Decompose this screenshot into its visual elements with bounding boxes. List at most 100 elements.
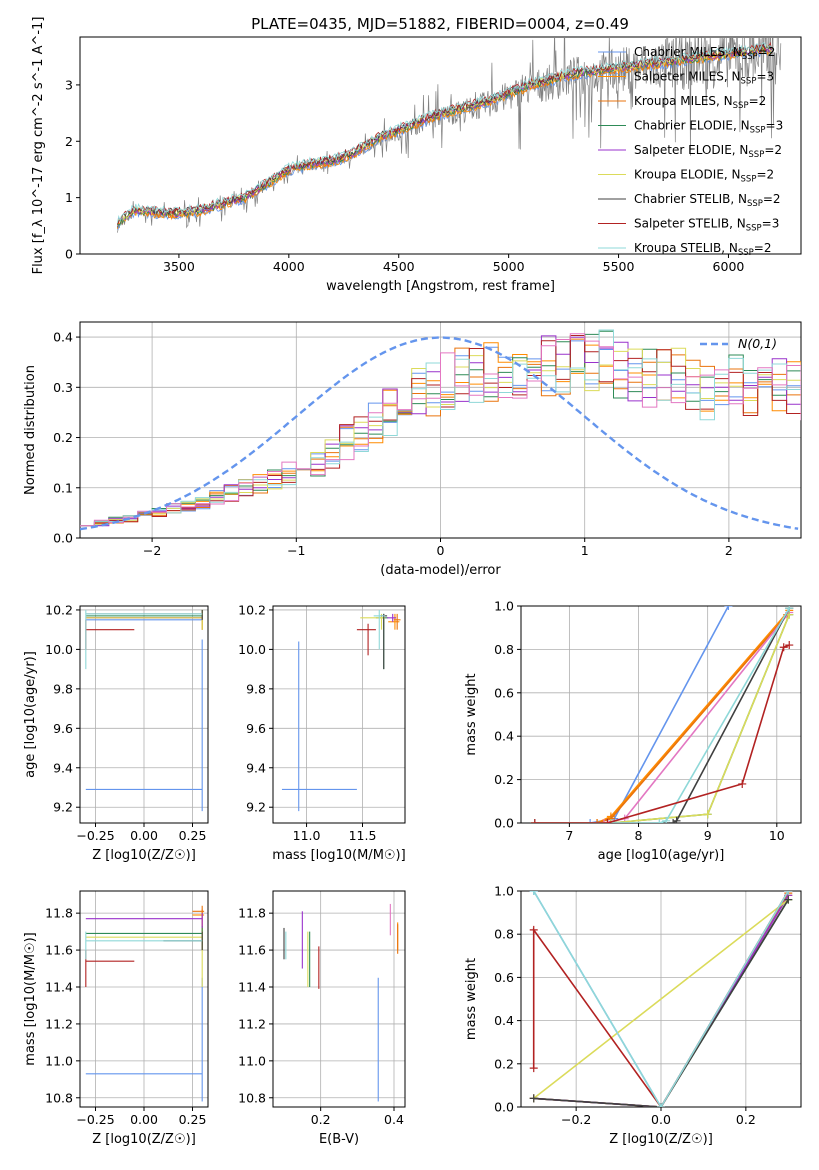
data-point — [356, 623, 376, 656]
plus-marker — [603, 819, 612, 823]
model-series-line — [117, 42, 772, 224]
model-series-line — [117, 41, 772, 225]
plus-marker — [672, 816, 681, 823]
y-tick-label: 2 — [65, 134, 73, 149]
x-tick-label: 4000 — [273, 259, 305, 274]
mass-vs-EBV-plot-area — [283, 903, 399, 1102]
legend-entry-6: Kroupa ELODIE, NSSP=2 — [634, 168, 774, 185]
plus-marker — [784, 891, 793, 895]
x-tick-label: 0 — [437, 543, 445, 558]
y-tick-label: 10.2 — [45, 602, 73, 617]
data-point — [360, 613, 385, 630]
x-axis-label: E(B-V) — [319, 1132, 359, 1147]
x-tick-label: 10 — [769, 828, 785, 843]
y-tick-label: 11.2 — [45, 1016, 73, 1031]
axes-frame — [272, 890, 406, 1108]
y-tick-label: 0.2 — [53, 430, 73, 445]
cumulative-series-line — [533, 898, 789, 1100]
cumulative-series-line — [534, 614, 788, 823]
y-tick-label: 11.0 — [45, 1053, 73, 1068]
x-axis-label: (data-model)/error — [380, 563, 501, 578]
legend-entry-3: Kroupa MILES, NSSP=2 — [634, 94, 766, 111]
y-tick-label: 10.8 — [45, 1090, 73, 1105]
data-point — [85, 609, 203, 670]
y-axis-label: mass weight — [464, 958, 479, 1040]
y-tick-label: 1 — [65, 190, 73, 205]
y-tick-label: 0.3 — [53, 380, 73, 395]
age-vs-Z-panel: −0.25 0.00 0.25 9.2 9.4 9.6 9.8 10.0 10.2 Z [log1… — [23, 602, 209, 863]
plus-marker — [529, 1094, 538, 1103]
histogram-series — [80, 333, 801, 527]
x-axis-label: Z [log10(Z/Z☉)] — [92, 848, 196, 863]
residual-histogram-plot-area — [80, 329, 801, 531]
x-tick-label: 9 — [704, 828, 712, 843]
cumulative-series-line — [534, 614, 790, 823]
y-axis-label: Normed distribution — [23, 365, 38, 495]
y-tick-label: 0.6 — [494, 970, 514, 985]
y-tick-label: 0.0 — [494, 1100, 514, 1115]
plus-marker — [703, 810, 712, 819]
plus-marker — [669, 819, 678, 823]
figure-title: PLATE=0435, MJD=51882, FIBERID=0004, z=0… — [251, 15, 629, 33]
x-axis-label: mass [log10(M/M☉)] — [272, 848, 405, 863]
y-tick-label: 0.2 — [494, 772, 514, 787]
legend-entry-4: Chabrier ELODIE, NSSP=3 — [634, 119, 783, 136]
data-point — [373, 609, 385, 650]
legend-entry-8: Salpeter STELIB, NSSP=3 — [634, 217, 779, 234]
data-point — [375, 613, 389, 670]
plus-marker — [779, 643, 788, 652]
x-tick-label: 4500 — [383, 259, 415, 274]
residual-histogram-panel: −2 −1 0 1 2 0.0 0.1 0.2 0.3 0.4 (data-model)/error… — [23, 321, 802, 578]
plus-marker — [530, 819, 539, 823]
y-tick-label: 0.0 — [53, 531, 73, 546]
cumulative-age-plot-area — [530, 606, 794, 823]
age-vs-Z-plot-area — [85, 609, 203, 812]
y-tick-label: 11.4 — [238, 980, 266, 995]
data-point — [388, 613, 400, 630]
plus-marker — [599, 819, 608, 823]
plus-marker — [606, 819, 615, 823]
y-tick-label: 0.8 — [494, 927, 514, 942]
y-tick-label: 10.0 — [45, 642, 73, 657]
x-tick-label: 0.25 — [179, 828, 207, 843]
plus-marker — [655, 819, 664, 823]
x-tick-label: 5000 — [493, 259, 525, 274]
y-tick-label: 9.6 — [53, 721, 73, 736]
x-tick-label: −1 — [287, 543, 305, 558]
histogram-series — [80, 347, 801, 527]
data-point — [393, 613, 401, 630]
x-tick-label: 8 — [635, 828, 643, 843]
plus-marker — [657, 1103, 665, 1107]
x-tick-label: 0.0 — [651, 1112, 671, 1127]
plus-marker — [785, 641, 794, 650]
plus-marker — [529, 891, 538, 895]
legend-entry-1: Chabrier MILES, NSSP=2 — [634, 45, 775, 62]
y-tick-label: 1.0 — [494, 884, 514, 899]
cumulative-Z-panel: −0.2 0.0 0.2 0.0 0.2 0.4 0.6 0.8 1.0 Z [log10(Z/Z… — [464, 884, 802, 1147]
y-tick-label: 11.2 — [238, 1016, 266, 1031]
y-tick-label: 9.8 — [53, 681, 73, 696]
x-tick-label: −2 — [143, 543, 161, 558]
x-axis-label: Z [log10(Z/Z☉)] — [609, 1132, 713, 1147]
y-axis-label: age [log10(age/yr)] — [23, 651, 38, 778]
y-tick-label: 10.2 — [238, 602, 266, 617]
legend-entry-2: Salpeter MILES, NSSP=3 — [634, 70, 774, 87]
y-tick-label: 9.2 — [53, 800, 73, 815]
plus-marker — [784, 895, 793, 904]
y-tick-label: 9.6 — [246, 721, 266, 736]
cumulative-series-line — [534, 612, 790, 823]
y-tick-label: 10.0 — [238, 642, 266, 657]
data-point — [387, 613, 397, 622]
y-tick-label: 0.0 — [494, 816, 514, 831]
cumulative-series-line — [534, 607, 790, 823]
mass-vs-EBV-panel: 0.2 0.4 10.8 11.0 11.2 11.4 11.6 11.8 E(B-V) — [238, 890, 406, 1147]
y-axis-label: mass [log10(M/M☉)] — [23, 932, 38, 1065]
x-tick-label: 7 — [565, 828, 573, 843]
plus-marker — [785, 606, 794, 613]
y-tick-label: 0 — [65, 247, 73, 262]
x-tick-label: 0.00 — [130, 1112, 158, 1127]
legend-entry-9: Kroupa STELIB, NSSP=2 — [634, 241, 772, 258]
plus-marker — [738, 779, 747, 788]
data-point — [85, 639, 203, 812]
